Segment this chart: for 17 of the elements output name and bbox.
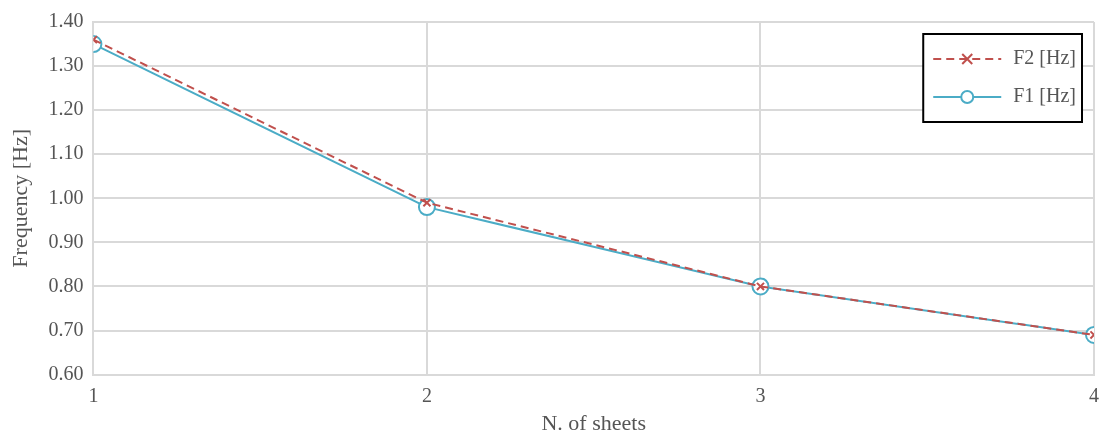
y-axis-title: Frequency [Hz] [6,128,32,268]
legend-label: F1 [Hz] [1013,84,1076,107]
y-tick-label: 0.60 [48,361,84,384]
y-tick-label: 1.20 [48,97,84,120]
x-tick-label: 4 [1089,383,1099,406]
y-tick-label: 0.80 [48,273,84,296]
x-axis-title: N. of sheets [541,409,646,435]
y-tick-label: 0.70 [48,317,84,340]
x-tick-label: 3 [755,383,766,406]
y-tick-label: 0.90 [48,229,84,252]
y-tick-label: 1.00 [48,185,84,208]
y-tick-label: 1.30 [48,53,84,76]
y-tick-label: 1.40 [48,9,84,32]
x-tick-label: 2 [421,383,432,406]
legend-label: F2 [Hz] [1013,46,1076,69]
y-tick-label: 1.10 [48,141,84,164]
x-tick-label: 1 [88,383,99,406]
